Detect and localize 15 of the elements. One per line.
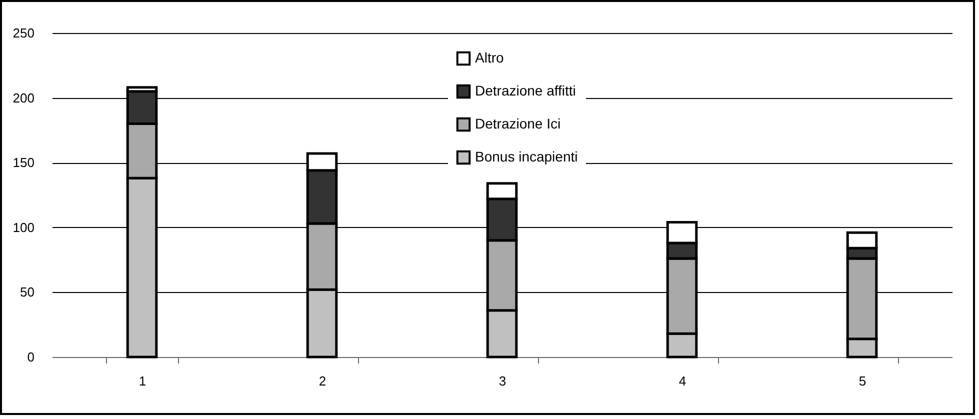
x-tick-label: 3: [498, 374, 506, 388]
legend-label: Detrazione affitti: [475, 82, 576, 98]
x-tick-label: 1: [138, 374, 146, 388]
x-tick-label: 5: [858, 374, 866, 388]
legend-label: Altro: [475, 50, 504, 66]
y-tick-label: 50: [20, 284, 34, 300]
x-tick-label: 2: [318, 374, 326, 388]
y-tick-label: 200: [12, 90, 34, 106]
legend-label: Detrazione Ici: [475, 116, 561, 132]
y-tick-label: 250: [12, 26, 34, 40]
y-tick-label: 100: [12, 220, 34, 235]
y-tick-label: 150: [12, 155, 34, 170]
legend-label: Bonus incapienti: [475, 148, 578, 164]
y-tick-label: 0: [27, 350, 34, 364]
x-tick-label: 4: [678, 374, 686, 388]
